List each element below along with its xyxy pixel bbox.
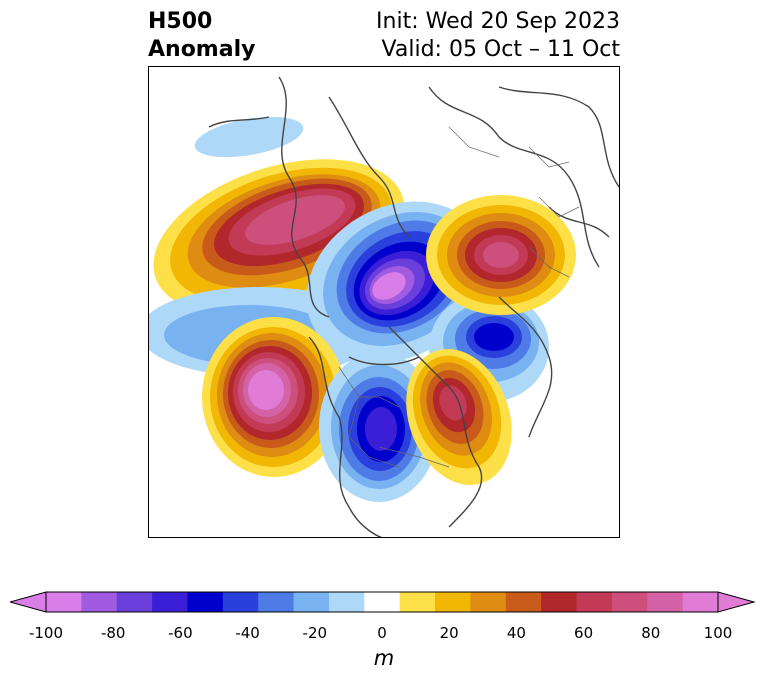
colorbar-tick-label: 20 (439, 624, 459, 642)
colorbar-over-arrow (717, 591, 756, 613)
colorbar-tick-label: -40 (235, 624, 260, 642)
colorbar-cell (682, 592, 719, 612)
borders (338, 126, 580, 468)
colorbar-cell (647, 592, 684, 612)
colorbar-tick-label: -60 (168, 624, 193, 642)
colorbar-cell (364, 592, 401, 612)
colorbar-cell (576, 592, 613, 612)
colorbar-cell (435, 592, 471, 612)
valid-range: Valid: 05 Oct – 11 Oct (381, 37, 620, 62)
colorbar-cell (222, 592, 259, 612)
title-type: Anomaly (148, 37, 256, 62)
anomaly-eurasia-ridge (426, 195, 576, 315)
colorbar-tick-label: 80 (641, 624, 661, 642)
init-date: Init: Wed 20 Sep 2023 (376, 9, 620, 34)
colorbar-cells (46, 592, 719, 612)
anomaly-east-canada-ridge (406, 349, 512, 485)
colorbar-outline (45, 591, 719, 613)
colorbar-cell (541, 592, 578, 612)
colorbar-cell (258, 592, 295, 612)
colorbar (10, 591, 756, 613)
colorbar-cell (116, 592, 153, 612)
colorbar-tick-label: -100 (28, 624, 64, 642)
colorbar-tick-label: 0 (377, 624, 387, 642)
anomaly-top-weak-trough (194, 116, 304, 158)
anomaly-map (148, 66, 620, 538)
colorbar-cell (293, 592, 330, 612)
colorbar-cell (611, 592, 648, 612)
map-title: H500 Anomaly (148, 8, 255, 64)
colorbar-tick-label: -80 (100, 624, 126, 642)
map-subtitle: Init: Wed 20 Sep 2023 Valid: 05 Oct – 11… (376, 8, 620, 64)
colorbar-tick-label: -20 (302, 624, 328, 642)
colorbar-cell (46, 592, 82, 612)
colorbar-cell (81, 592, 118, 612)
anomaly-alaska-gulf-ridge (202, 317, 346, 477)
map-svg (149, 76, 619, 537)
colorbar-cell (152, 592, 188, 612)
colorbar-tick-label: 40 (506, 624, 526, 642)
coastlines (208, 76, 619, 537)
colorbar-cell (470, 592, 507, 612)
title-variable: H500 (148, 9, 213, 34)
anomaly-fields (149, 116, 576, 502)
colorbar-cell (328, 592, 365, 612)
colorbar-cell (187, 592, 224, 612)
colorbar-unit: m (373, 646, 395, 670)
colorbar-cell (505, 592, 542, 612)
colorbar-tick-label: 60 (574, 624, 594, 642)
colorbar-cell (399, 592, 436, 612)
colorbar-tick-label: 100 (703, 624, 733, 642)
colorbar-under-arrow (10, 591, 47, 613)
